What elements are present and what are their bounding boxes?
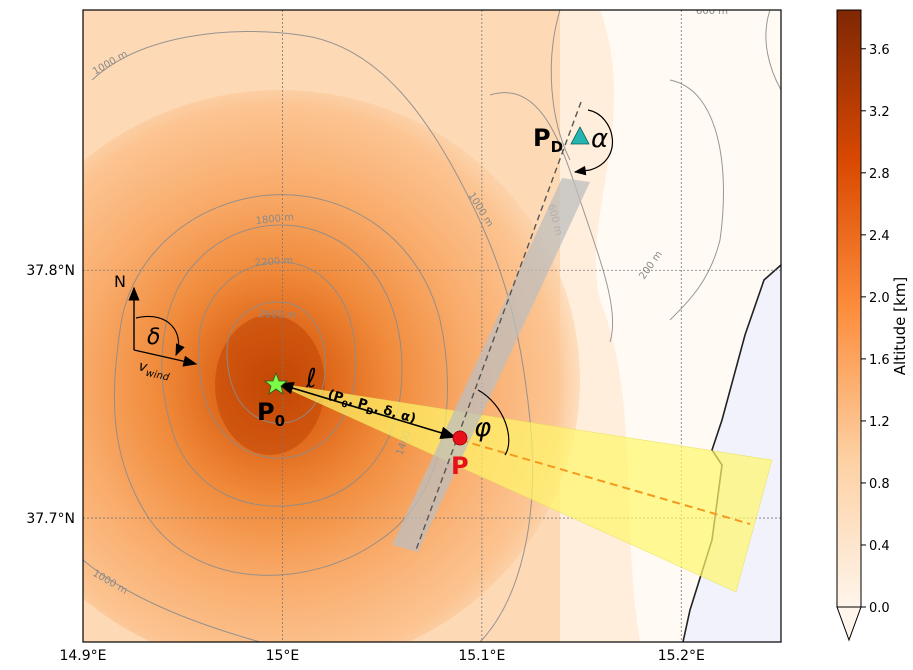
longitude-axis: 14.9°E 15°E 15.1°E 15.2°E <box>59 648 704 664</box>
observation-point-marker[interactable] <box>452 430 468 446</box>
line-of-sight-band <box>392 178 590 552</box>
colorbar-tick-label: 3.6 <box>869 43 890 58</box>
colorbar-tick-label: 0.8 <box>869 477 890 492</box>
longitude-tick-label: 15.2°E <box>658 648 705 664</box>
contour-1000-south <box>83 559 261 642</box>
colorbar-tick-label: 2.4 <box>869 229 890 244</box>
colorbar: 0.0 0.4 0.8 1.2 1.6 2.0 2.4 2.8 3.2 3.6 Altitude … <box>836 9 909 642</box>
alpha-arc <box>573 109 614 176</box>
contour-north-ridge <box>550 10 571 161</box>
distance-arrow <box>277 382 457 439</box>
vent-star-icon <box>263 371 289 395</box>
delta-arc <box>135 315 185 357</box>
wind-arrow <box>133 349 198 367</box>
delta-symbol: δ <box>147 325 160 350</box>
wind-label: vwind <box>137 358 173 383</box>
colorbar-tick-label: 0.4 <box>869 539 890 554</box>
contour-label: 1800 m <box>255 212 294 227</box>
plume-axis <box>459 439 751 525</box>
colorbar-label: Altitude [km] <box>891 277 909 375</box>
coastline <box>682 264 781 642</box>
colorbar-tick-label: 2.0 <box>869 291 890 306</box>
plume-sector-outline <box>274 382 773 593</box>
north-label: N <box>114 272 126 291</box>
volcano-relief <box>83 90 580 642</box>
latitude-axis: 37.8°N 37.7°N <box>26 263 75 527</box>
colorbar-tick-label: 1.6 <box>869 353 890 368</box>
contour-600-ne <box>765 10 781 91</box>
pd-label: PD <box>533 124 563 156</box>
colorbar-extension <box>836 606 862 642</box>
vent-marker[interactable] <box>263 371 289 395</box>
contour-label: 2600 m <box>258 309 297 321</box>
phi-arc <box>477 389 510 456</box>
latitude-tick-label: 37.7°N <box>26 511 75 527</box>
p0-label: P0 <box>257 398 285 430</box>
colorbar-gradient <box>837 10 861 607</box>
contour-1000-north <box>91 30 534 642</box>
sea-area <box>683 265 781 642</box>
point-labels: P0 P PD <box>257 124 563 480</box>
alpha-symbol: α <box>591 124 608 154</box>
colorbar-tick-label: 3.2 <box>869 105 890 120</box>
contour-label: 600 m <box>696 6 728 17</box>
ell-symbol: ℓ <box>305 364 317 394</box>
colorbar-frame <box>836 9 862 608</box>
map-area: 1000 m 1800 m 2200 m 2600 m 1000 m 600 m… <box>83 6 781 642</box>
longitude-tick-label: 15°E <box>266 648 300 664</box>
longitude-tick-label: 14.9°E <box>59 648 106 664</box>
p-label: P <box>451 452 469 480</box>
contour-200 <box>669 79 724 321</box>
map-frame <box>82 9 782 643</box>
colorbar-ticks: 0.0 0.4 0.8 1.2 1.6 2.0 2.4 2.8 3.2 3.6 <box>861 43 890 616</box>
latitude-tick-label: 37.8°N <box>26 263 75 279</box>
longitude-tick-label: 15.1°E <box>458 648 505 664</box>
contour-label: 2200 m <box>254 255 293 269</box>
colorbar-tick-label: 0.0 <box>869 601 890 616</box>
phi-symbol: φ <box>474 413 491 443</box>
colorbar-tick-label: 1.2 <box>869 415 890 430</box>
detector-triangle-icon[interactable] <box>570 126 590 145</box>
colorbar-tick-label: 2.8 <box>869 167 890 182</box>
